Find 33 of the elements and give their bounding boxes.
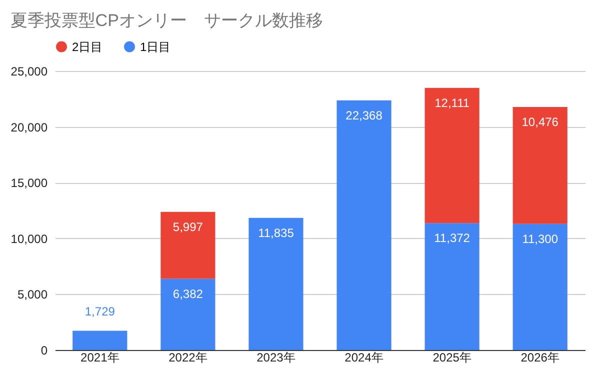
bar (512, 224, 568, 350)
x-tick-label: 2024年 (344, 350, 384, 364)
data-label: 12,111 (434, 96, 470, 110)
y-tick-label: 10,000 (10, 232, 48, 246)
bar (160, 278, 216, 350)
legend-label: 2日目 (72, 40, 103, 54)
data-label: 11,835 (258, 226, 294, 240)
x-tick-label: 2022年 (168, 350, 208, 364)
data-label: 5,997 (172, 220, 204, 234)
bar (424, 88, 480, 224)
data-label: 10,476 (522, 114, 559, 129)
chart-title: 夏季投票型CPオンリー サークル数推移 (10, 11, 323, 30)
data-label: 11,300 (522, 232, 558, 246)
x-tick-label: 2023年 (256, 350, 296, 364)
data-label: 6,382 (172, 286, 204, 301)
bar (336, 100, 392, 350)
x-tick-label: 2021年 (80, 350, 120, 364)
bar (248, 218, 304, 350)
x-tick-label: 2025年 (432, 350, 472, 364)
bar (160, 212, 216, 279)
y-tick-label: 5,000 (17, 288, 48, 302)
legend-label: 1日目 (140, 40, 171, 54)
data-label: 1,729 (84, 304, 116, 319)
x-tick-label: 2026年 (520, 350, 560, 364)
bar (72, 330, 128, 350)
y-tick-label: 25,000 (10, 64, 48, 78)
data-label: 11,372 (434, 231, 470, 246)
y-tick-label: 0 (40, 344, 48, 358)
data-label: 22,368 (346, 108, 383, 122)
y-tick-label: 20,000 (10, 120, 48, 134)
bar (424, 223, 480, 350)
y-tick-label: 15,000 (10, 176, 48, 190)
bar (512, 106, 568, 224)
